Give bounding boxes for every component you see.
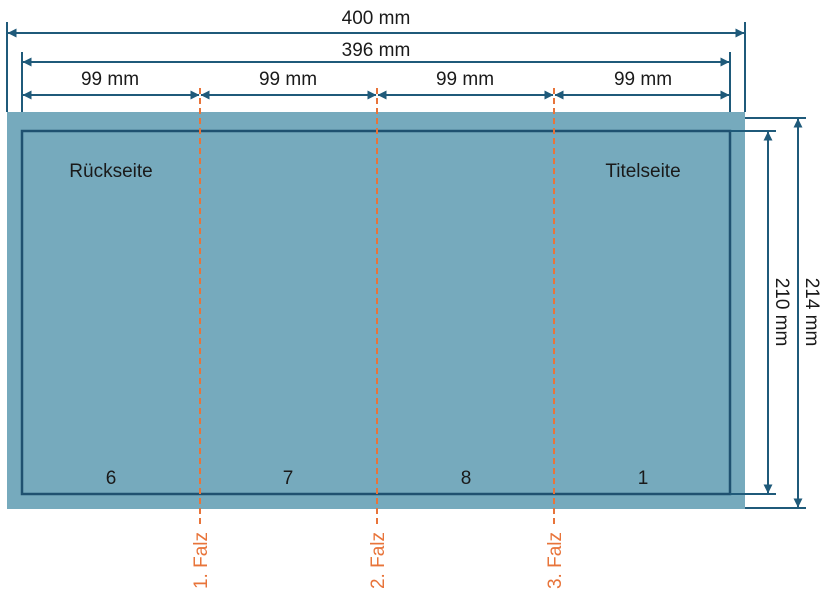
page-number-1: 1 (638, 468, 649, 489)
fold-label-1: 1. Falz (191, 532, 212, 589)
trim-width-label: 396 mm (342, 40, 411, 61)
panel-width-label-2: 99 mm (259, 69, 317, 90)
dimension-total-width: 400 mm (6, 8, 746, 112)
panel-width-label-3: 99 mm (436, 69, 494, 90)
fold-label-3: 3. Falz (545, 532, 566, 589)
panel-width-label-1: 99 mm (81, 69, 139, 90)
trim-height-label: 210 mm (771, 278, 792, 347)
dimension-trim-height: 210 mm (730, 130, 792, 495)
fold-label-2: 2. Falz (368, 532, 389, 589)
panel-width-label-4: 99 mm (614, 69, 672, 90)
fold-lines: 1. Falz 2. Falz 3. Falz (191, 88, 566, 589)
total-width-label: 400 mm (342, 8, 411, 29)
total-height-label: 214 mm (801, 278, 822, 347)
back-page-label: Rückseite (69, 161, 152, 182)
page-number-7: 7 (283, 468, 294, 489)
page-number-8: 8 (461, 468, 472, 489)
title-page-label: Titelseite (605, 161, 680, 182)
dimension-panel-widths: 99 mm 99 mm 99 mm 99 mm (22, 69, 730, 100)
dimension-total-height: 214 mm (745, 117, 822, 509)
dimension-trim-width: 396 mm (21, 40, 731, 112)
page-number-6: 6 (106, 468, 117, 489)
